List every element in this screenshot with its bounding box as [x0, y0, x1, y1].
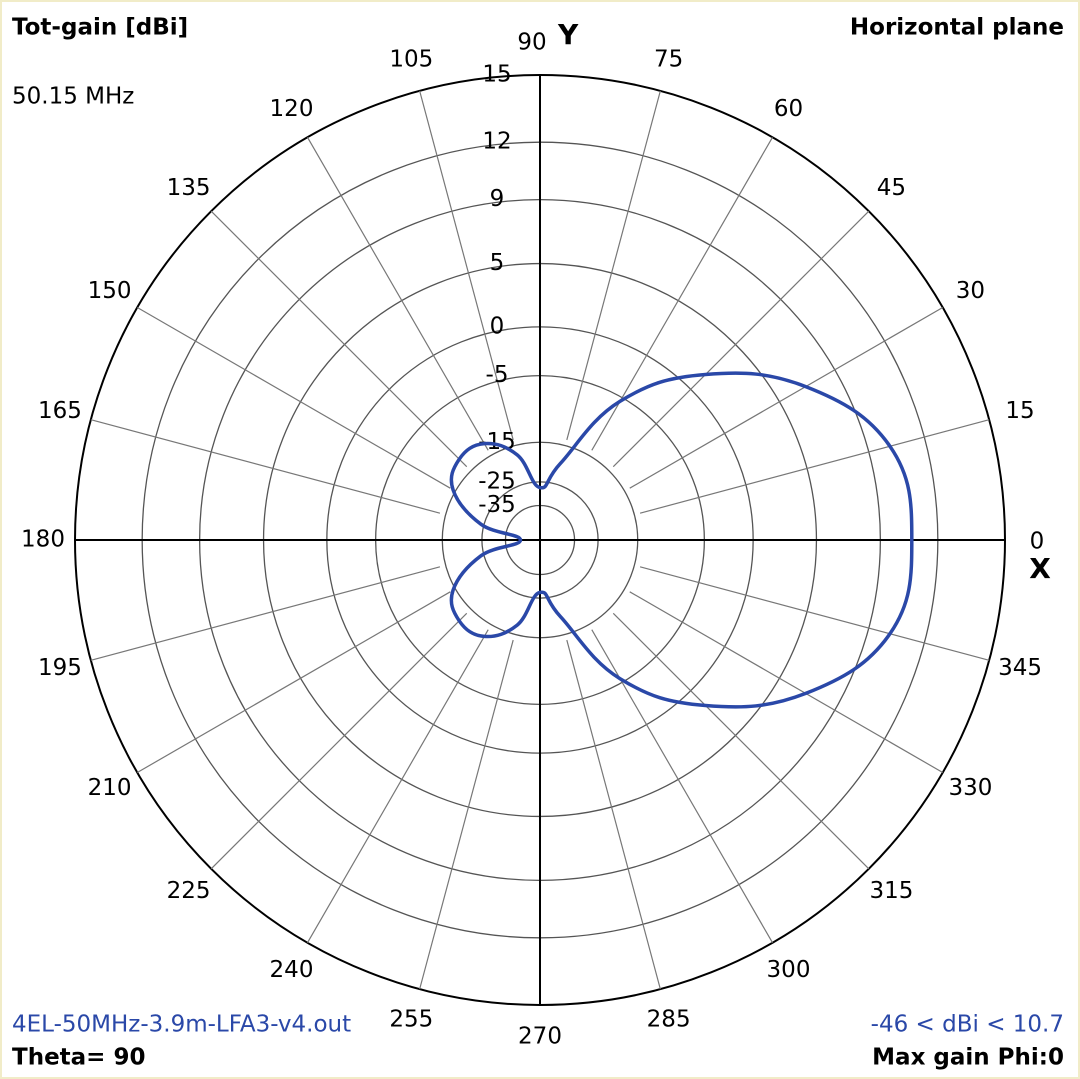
file-name: 4EL-50MHz-3.9m-LFA3-v4.out [12, 1012, 351, 1038]
angle-tick-label: 300 [767, 957, 811, 983]
grid-spoke [591, 629, 774, 944]
y-axis-label: Y [557, 18, 579, 51]
angle-tick-label: 210 [88, 775, 132, 801]
angle-tick-label: 240 [270, 957, 314, 983]
theta: Theta= 90 [12, 1045, 145, 1071]
angle-tick-label: 0 [1030, 529, 1045, 555]
angle-tick-label: 90 [517, 30, 546, 56]
grid-spoke [566, 639, 661, 990]
angle-tick-label: 120 [270, 96, 314, 122]
grid-spoke [136, 306, 451, 489]
radial-tick-label: 0 [490, 313, 505, 339]
radial-tick-label: 5 [490, 250, 505, 276]
radial-tick-label: -25 [478, 468, 516, 494]
angle-tick-label: 75 [654, 46, 683, 72]
grid-spoke [612, 612, 870, 870]
angle-tick-label: 180 [21, 527, 65, 553]
radial-tick-label: 12 [482, 129, 511, 155]
angle-tick-label: 330 [948, 775, 992, 801]
angle-tick-label: 225 [167, 878, 211, 904]
chart-subtitle: Horizontal plane [850, 15, 1064, 41]
grid-spoke [210, 612, 468, 870]
radial-tick-label: -5 [486, 362, 509, 388]
angle-tick-label: 45 [877, 175, 906, 201]
radial-tick-label: 9 [490, 186, 505, 212]
chart-title: Tot-gain [dBi] [12, 15, 188, 41]
angle-tick-label: 60 [774, 96, 803, 122]
grid-spoke [591, 136, 774, 451]
angle-tick-label: 345 [998, 655, 1042, 681]
grid-spoke [612, 210, 870, 468]
angle-tick-label: 270 [518, 1024, 562, 1050]
grid-spoke [136, 591, 451, 774]
gain-range: -46 < dBi < 10.7 [871, 1012, 1064, 1038]
angle-tick-label: 105 [389, 46, 433, 72]
angle-tick-label: 165 [38, 398, 82, 424]
angle-tick-label: 315 [869, 878, 913, 904]
grid-spoke [629, 306, 944, 489]
angle-tick-label: 15 [1005, 398, 1034, 424]
grid-spoke [210, 210, 468, 468]
x-axis-label: X [1029, 552, 1051, 585]
grid-spoke [90, 566, 441, 661]
angle-tick-label: 30 [956, 278, 985, 304]
angle-tick-label: 150 [88, 278, 132, 304]
grid-spoke [639, 566, 990, 661]
radial-tick-label: -35 [478, 492, 516, 518]
grid-spoke [419, 90, 514, 441]
angle-tick-label: 195 [38, 655, 82, 681]
grid-spoke [629, 591, 944, 774]
frequency: 50.15 MHz [12, 84, 134, 110]
grid-spoke [306, 136, 489, 451]
grid [74, 74, 1006, 1006]
angle-tick-label: 255 [389, 1007, 433, 1033]
grid-spoke [419, 639, 514, 990]
grid-spoke [566, 90, 661, 441]
grid-spoke [90, 419, 441, 514]
angle-tick-label: 135 [167, 175, 211, 201]
max-gain: Max gain Phi:0 [872, 1045, 1064, 1071]
angle-tick-label: 285 [647, 1007, 691, 1033]
grid-spoke [306, 629, 489, 944]
radial-tick-label: 15 [482, 62, 511, 88]
grid-spoke [639, 419, 990, 514]
gain-pattern [449, 371, 914, 709]
